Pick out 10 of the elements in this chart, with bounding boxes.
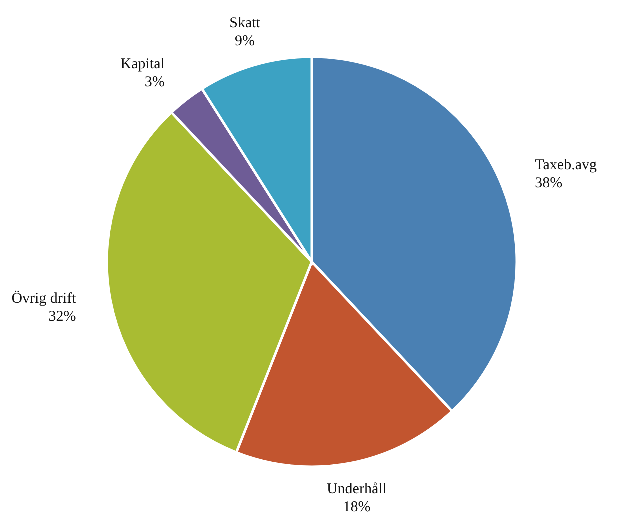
- data-label: 3%: [144, 74, 165, 90]
- slice-label: Taxeb.avg: [535, 158, 598, 174]
- slice-label: Kapital: [120, 56, 165, 72]
- data-label: 38%: [535, 176, 563, 192]
- slice-label: Underhåll: [326, 482, 387, 498]
- slice-label: Övrig drift: [12, 290, 78, 307]
- data-label: 18%: [343, 500, 371, 516]
- data-label: 32%: [48, 308, 76, 325]
- data-label: 9%: [235, 34, 256, 50]
- slice-label: Skatt: [230, 16, 262, 32]
